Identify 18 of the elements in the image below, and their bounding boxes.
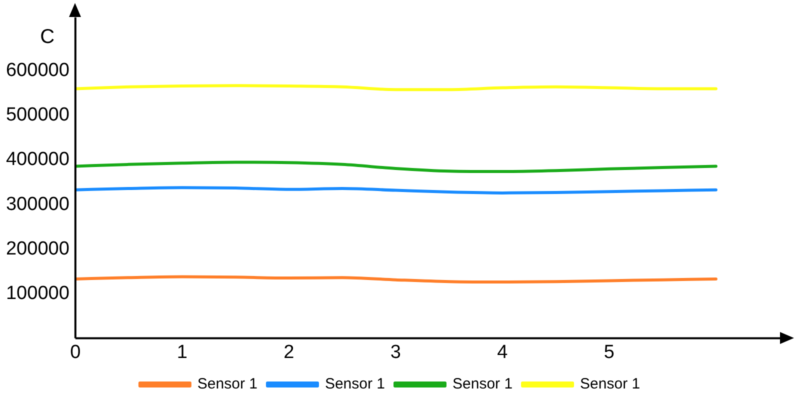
y-tick-label: 300000: [6, 194, 70, 215]
y-tick-label: 400000: [6, 149, 70, 170]
x-tick-label: 2: [284, 342, 294, 363]
y-axis-title: C: [40, 26, 55, 48]
line-series: [75, 160, 718, 174]
legend-label: Sensor 1: [452, 376, 513, 393]
y-tick-label: 200000: [6, 238, 70, 260]
x-tick-label: 3: [390, 342, 401, 363]
y-tick-label: 100000: [6, 282, 70, 304]
x-tick-label: 4: [497, 342, 508, 363]
y-tick-label: 500000: [6, 104, 70, 126]
legend-label: Sensor 1: [197, 376, 258, 393]
legend-label: Sensor 1: [324, 376, 386, 393]
x-tick-label: 1: [176, 342, 188, 363]
x-tick-label: 5: [604, 342, 614, 363]
x-tick-label: 0: [70, 342, 81, 363]
y-tick-label: 600000: [6, 60, 70, 82]
legend-label: Sensor 1: [580, 376, 640, 393]
